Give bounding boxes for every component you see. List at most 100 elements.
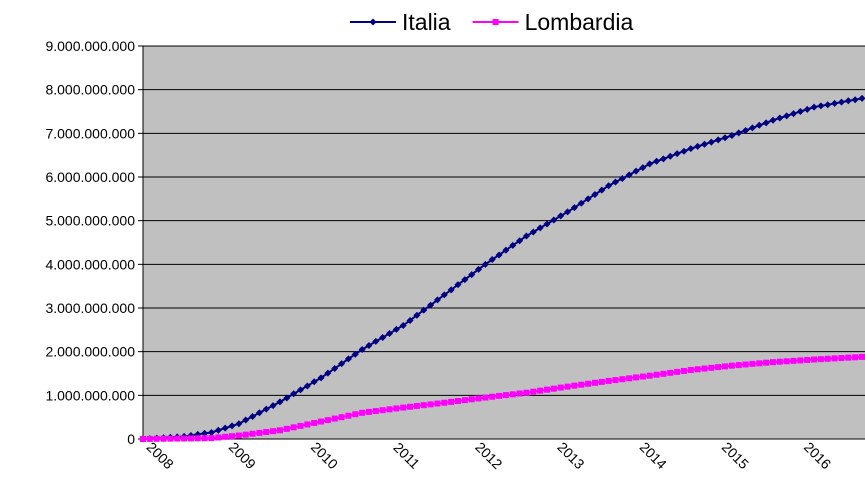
point	[770, 359, 776, 365]
point	[161, 436, 167, 442]
point	[791, 358, 797, 364]
point	[380, 407, 386, 413]
x-tick-label: 2011	[390, 439, 423, 472]
point	[654, 372, 660, 378]
point	[147, 436, 153, 442]
point	[517, 390, 523, 396]
point	[818, 356, 824, 362]
point	[626, 375, 632, 381]
point	[558, 385, 564, 391]
point	[619, 376, 625, 382]
point	[784, 358, 790, 364]
plot-area	[143, 46, 865, 439]
point	[756, 360, 762, 366]
point	[832, 355, 838, 361]
point	[612, 377, 618, 383]
point	[667, 370, 673, 376]
point	[702, 366, 708, 372]
x-tick-label: 2010	[308, 439, 341, 472]
point	[695, 366, 701, 372]
point	[318, 419, 324, 425]
point	[387, 406, 393, 412]
point	[339, 414, 345, 420]
point	[544, 387, 550, 393]
point	[763, 360, 769, 366]
point	[243, 432, 249, 438]
x-tick-label: 2012	[472, 439, 505, 472]
point	[195, 435, 201, 441]
y-tick-label: 6.000.000.000	[45, 169, 135, 185]
point	[174, 436, 180, 442]
point	[537, 388, 543, 394]
point	[181, 435, 187, 441]
point	[373, 408, 379, 414]
point	[715, 364, 721, 370]
point	[708, 365, 714, 371]
point	[551, 386, 557, 392]
point	[489, 394, 495, 400]
y-tick-label: 8.000.000.000	[45, 82, 135, 98]
point	[263, 429, 269, 435]
point	[250, 431, 256, 437]
point	[729, 363, 735, 369]
point	[578, 382, 584, 388]
point	[482, 395, 488, 401]
point	[496, 393, 502, 399]
point	[202, 435, 208, 441]
point	[852, 354, 858, 360]
point	[393, 405, 399, 411]
x-tick-label: 2014	[637, 439, 670, 472]
point	[311, 420, 317, 426]
point	[585, 381, 591, 387]
legend-marker	[493, 19, 499, 25]
point	[640, 374, 646, 380]
point	[825, 356, 831, 362]
point	[845, 355, 851, 361]
point	[140, 436, 146, 442]
point	[633, 374, 639, 380]
point	[325, 417, 331, 423]
point	[476, 395, 482, 401]
point	[688, 367, 694, 373]
point	[859, 354, 865, 360]
point	[749, 361, 755, 367]
point	[523, 390, 529, 396]
point	[400, 405, 406, 411]
point	[469, 396, 475, 402]
point	[291, 424, 297, 430]
y-tick-label: 4.000.000.000	[45, 256, 135, 272]
point	[838, 355, 844, 361]
legend-label: Italia	[402, 9, 451, 35]
point	[441, 400, 447, 406]
x-tick-label: 2015	[719, 439, 752, 472]
point	[277, 427, 283, 433]
point	[304, 421, 310, 427]
point	[736, 362, 742, 368]
y-tick-label: 9.000.000.000	[45, 38, 135, 54]
point	[366, 409, 372, 415]
point	[592, 380, 598, 386]
point	[797, 357, 803, 363]
legend-label: Lombardia	[525, 9, 634, 35]
point	[188, 435, 194, 441]
point	[236, 433, 242, 439]
point	[167, 436, 173, 442]
x-tick-label: 2013	[554, 439, 587, 472]
point	[455, 398, 461, 404]
y-tick-label: 2.000.000.000	[45, 344, 135, 360]
point	[421, 402, 427, 408]
point	[270, 428, 276, 434]
point	[660, 371, 666, 377]
y-tick-label: 1.000.000.000	[45, 387, 135, 403]
point	[571, 383, 577, 389]
y-tick-label: 5.000.000.000	[45, 213, 135, 229]
point	[804, 357, 810, 363]
point	[530, 389, 536, 395]
x-tick-label: 2009	[226, 439, 259, 472]
point	[428, 401, 434, 407]
point	[256, 430, 262, 436]
point	[681, 368, 687, 374]
point	[503, 392, 509, 398]
point	[208, 435, 214, 441]
